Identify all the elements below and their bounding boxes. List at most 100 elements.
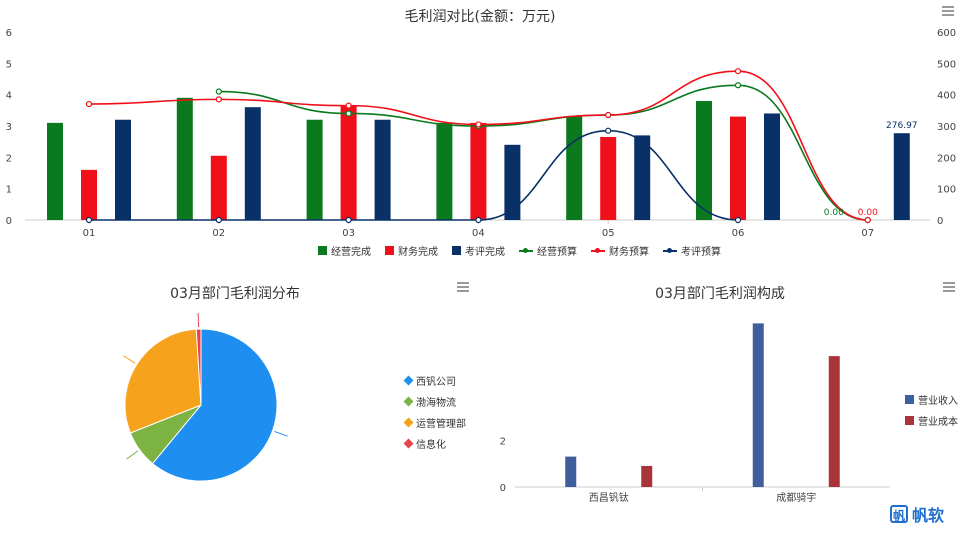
bar-考评完成 (244, 107, 261, 220)
x-tick-label: 西昌钒钛 (589, 491, 629, 504)
bar-财务完成 (210, 155, 227, 220)
legend-swatch-icon (519, 248, 533, 253)
legend-label: 营业成本 (918, 417, 958, 428)
chart2-plot (123, 313, 288, 482)
legend-item[interactable]: 经营预算 (519, 243, 577, 258)
bar-考评完成 (893, 133, 910, 220)
y-right-tick: 0 (937, 216, 943, 227)
y-right-tick: 600 (937, 28, 956, 39)
y-right-tick: 500 (937, 59, 956, 70)
x-tick-label: 07 (861, 228, 874, 239)
bar-经营完成 (306, 119, 323, 220)
legend-label: 财务预算 (609, 247, 649, 258)
legend-item[interactable]: 营业收入 (905, 392, 958, 407)
chart2-menu-icon[interactable] (457, 282, 469, 292)
y-tick: 0 (500, 483, 506, 494)
legend-item[interactable]: 考评预算 (663, 243, 721, 258)
chart3-legend: 营业收入营业成本 (905, 392, 958, 434)
point-经营预算 (215, 88, 222, 95)
logo-text: 帆软 (912, 506, 945, 525)
y-right-tick: 200 (937, 153, 956, 164)
legend-swatch-icon (318, 246, 327, 255)
y-left-tick: 3 (6, 122, 12, 133)
pie-slice-运营管理部 (124, 328, 202, 434)
x-tick-label: 05 (602, 228, 615, 239)
chart3-title: 03月部门毛利润构成 (655, 286, 785, 302)
point-财务预算 (345, 102, 352, 109)
legend-item[interactable]: 营业成本 (905, 413, 958, 428)
legend-item[interactable]: 财务预算 (591, 243, 649, 258)
legend-swatch-icon (905, 395, 914, 404)
legend-label: 运营管理部 (416, 419, 466, 430)
y-left-tick: 5 (6, 59, 12, 70)
x-tick-label: 06 (732, 228, 745, 239)
pie-label-line (274, 430, 288, 437)
point-财务预算 (864, 216, 871, 224)
legend-swatch-icon (663, 248, 677, 253)
point-考评预算 (85, 216, 93, 224)
point-财务预算 (475, 121, 482, 128)
legend-swatch-icon (385, 246, 394, 255)
x-tick-label: 03 (342, 228, 355, 239)
bar-经营完成 (696, 100, 712, 220)
legend-label: 考评完成 (465, 247, 505, 258)
legend-label: 西钒公司 (416, 377, 456, 388)
bar-经营完成 (47, 122, 63, 220)
bar-财务完成 (81, 169, 97, 220)
chart1-menu-icon[interactable] (942, 6, 954, 16)
legend-item[interactable]: 信息化 (403, 436, 466, 451)
data-label: 0.00 (824, 208, 844, 218)
point-考评预算 (605, 127, 612, 134)
bar-考评完成 (504, 144, 521, 220)
x-tick-label: 04 (472, 228, 485, 239)
line-财务预算 (88, 70, 868, 221)
y-left-tick: 6 (6, 28, 12, 39)
point-经营预算 (345, 110, 352, 117)
data-label: 276.97 (886, 121, 918, 131)
legend-item[interactable]: 西钒公司 (403, 373, 466, 388)
legend-label: 考评预算 (681, 247, 721, 258)
bar-财务完成 (340, 105, 357, 220)
bar-营业成本 (641, 465, 653, 487)
bar-考评完成 (764, 113, 780, 220)
legend-label: 经营预算 (537, 247, 577, 258)
point-考评预算 (475, 216, 482, 224)
fanruan-logo: 帆 帆软 (890, 502, 944, 526)
bar-经营完成 (436, 122, 453, 220)
bar-营业成本 (828, 356, 840, 487)
y-right-tick: 300 (937, 122, 956, 133)
bar-财务完成 (470, 122, 487, 220)
y-left-tick: 2 (6, 153, 12, 164)
y-left-tick: 1 (6, 185, 12, 196)
legend-item[interactable]: 渤海物流 (403, 394, 466, 409)
legend-item[interactable]: 财务完成 (385, 243, 438, 258)
y-left-tick: 4 (6, 91, 12, 102)
x-tick-label: 成都骑宇 (776, 491, 816, 504)
point-财务预算 (85, 100, 93, 108)
logo-mark-icon: 帆 (890, 505, 908, 523)
point-财务预算 (605, 111, 612, 119)
legend-item[interactable]: 经营完成 (318, 243, 371, 258)
point-考评预算 (734, 216, 742, 224)
data-label: 0.00 (858, 208, 878, 218)
y-left-tick: 0 (6, 216, 12, 227)
bar-财务完成 (730, 116, 746, 220)
legend-swatch-icon (591, 248, 605, 253)
legend-item[interactable]: 考评完成 (452, 243, 505, 258)
chart2-legend: 西钒公司渤海物流运营管理部信息化 (403, 373, 466, 457)
bar-经营完成 (176, 97, 193, 220)
legend-item[interactable]: 运营管理部 (403, 415, 466, 430)
chart1-title: 毛利润对比(金额：万元) (404, 9, 556, 25)
point-经营预算 (734, 82, 742, 89)
x-tick-label: 01 (83, 228, 96, 239)
bar-营业收入 (565, 456, 577, 487)
chart2-title: 03月部门毛利润分布 (170, 286, 300, 302)
bar-经营完成 (566, 116, 583, 220)
x-tick-label: 02 (212, 228, 225, 239)
pie-slice-西钒公司 (151, 328, 278, 482)
y-right-tick: 100 (937, 185, 956, 196)
point-财务预算 (215, 96, 222, 103)
chart3-menu-icon[interactable] (943, 282, 955, 292)
pie-label-line (123, 355, 136, 364)
